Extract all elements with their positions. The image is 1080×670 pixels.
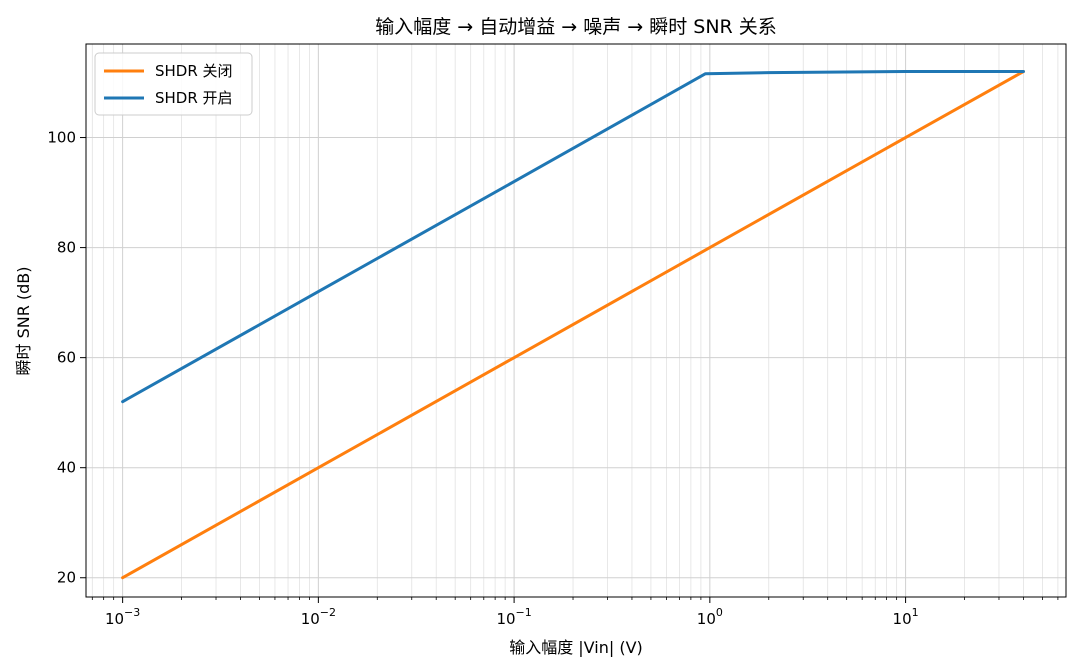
- plot-frame: [85, 43, 1067, 598]
- series-layer: [121, 70, 1025, 580]
- y-tick-label: 80: [57, 239, 76, 257]
- legend: SHDR 关闭 SHDR 开启: [94, 52, 253, 116]
- y-tick-label: 60: [57, 349, 76, 367]
- y-tick-label: 100: [47, 129, 76, 147]
- chart-title: 输入幅度 → 自动增益 → 噪声 → 瞬时 SNR 关系: [375, 16, 777, 38]
- x-tick-label: 101: [893, 606, 919, 628]
- series-line-shdr-off: [121, 70, 1025, 580]
- y-axis-ticks: 20 40 60 80 100: [47, 129, 86, 587]
- y-axis-label: 瞬时 SNR (dB): [14, 266, 33, 375]
- series-line-shdr-on: [121, 70, 1025, 404]
- legend-label: SHDR 关闭: [155, 62, 233, 80]
- x-axis-label: 输入幅度 |Vin| (V): [509, 638, 643, 657]
- x-tick-label: 10−3: [105, 606, 140, 628]
- y-tick-label: 20: [57, 569, 76, 587]
- y-tick-label: 40: [57, 459, 76, 477]
- x-tick-label: 10−1: [496, 606, 531, 628]
- x-tick-label: 10−2: [301, 606, 336, 628]
- major-gridlines: [86, 44, 1066, 597]
- minor-gridlines: [91, 44, 1059, 597]
- legend-label: SHDR 开启: [155, 89, 233, 107]
- x-tick-label: 100: [697, 606, 723, 628]
- x-axis-ticks: 10−3 10−2 10−1 100 101: [91, 597, 1059, 628]
